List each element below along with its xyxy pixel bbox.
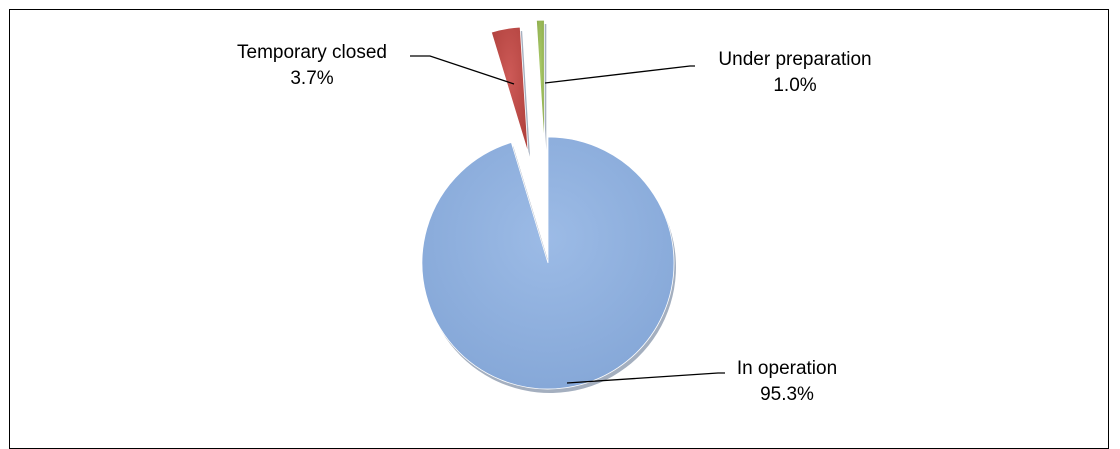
label-in-operation-name: In operation — [737, 358, 837, 379]
label-under-preparation-value: 1.0% — [773, 75, 816, 96]
leader-under-preparation — [544, 65, 695, 84]
label-temporary-closed-name: Temporary closed — [237, 42, 387, 63]
leader-temporary-closed — [410, 55, 515, 85]
slice-under-preparation — [535, 19, 545, 147]
slice-temporary-closed — [490, 26, 529, 153]
slice-in-operation — [421, 136, 675, 390]
leader-in-operation — [566, 372, 725, 384]
label-under-preparation-name: Under preparation — [718, 49, 871, 70]
pie-chart: In operation 95.3% Temporary closed 3.7%… — [237, 19, 872, 405]
label-in-operation-value: 95.3% — [760, 384, 814, 405]
label-temporary-closed-value: 3.7% — [290, 68, 333, 89]
